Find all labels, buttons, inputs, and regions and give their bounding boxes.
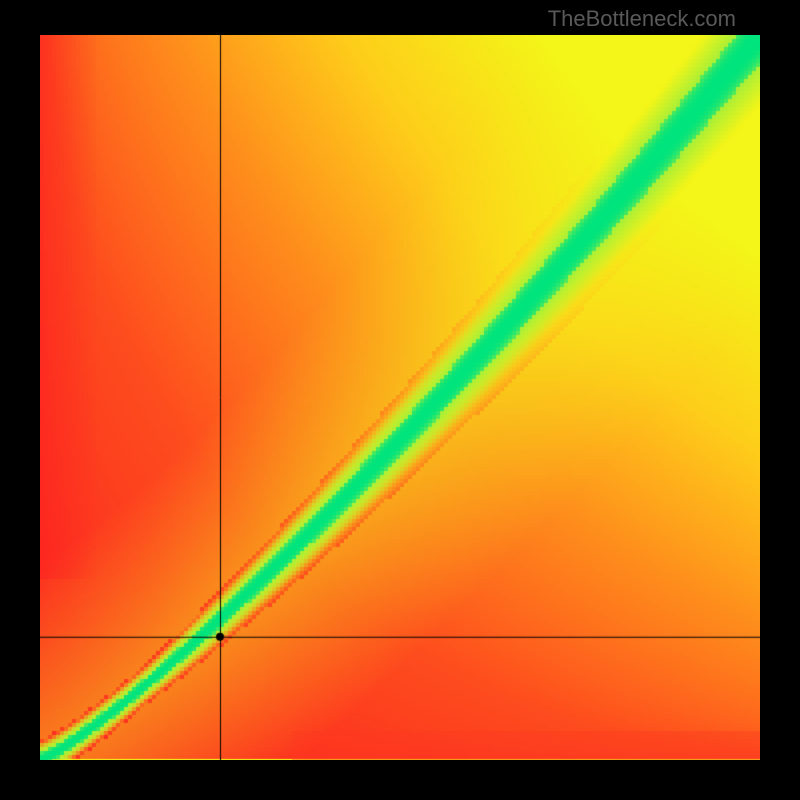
heatmap-canvas (40, 35, 760, 760)
watermark-text: TheBottleneck.com (548, 6, 736, 32)
heatmap-plot (40, 35, 760, 760)
